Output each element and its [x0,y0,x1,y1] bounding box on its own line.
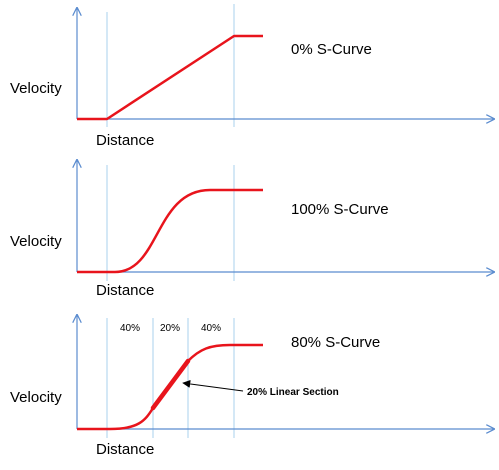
x-axis-label: Distance [96,441,154,458]
velocity-curve [77,34,263,121]
y-axis-label: Velocity [10,389,62,406]
x-axis-label: Distance [96,282,154,299]
y-axis-label: Velocity [10,233,62,250]
velocity-curve [77,188,263,274]
x-axis-label: Distance [96,132,154,149]
linear-section-highlight [150,358,191,411]
curve-title: 80% S-Curve [291,334,380,351]
y-axis-label: Velocity [10,80,62,97]
curve-title: 100% S-Curve [291,201,389,218]
segment-label-last: 40% [201,323,221,334]
panel-0-percent: Velocity Distance 0% S-Curve [10,4,494,149]
segment-label-first: 40% [120,323,140,334]
panel-100-percent: Velocity Distance 100% S-Curve [10,160,494,299]
annotation-label: 20% Linear Section [247,387,339,398]
annotation-arrow [182,379,244,392]
segment-label-middle: 20% [160,323,180,334]
curve-title: 0% S-Curve [291,41,372,58]
panel-80-percent: 40% 20% 40% 20% Linear Section Velocity … [10,315,494,458]
